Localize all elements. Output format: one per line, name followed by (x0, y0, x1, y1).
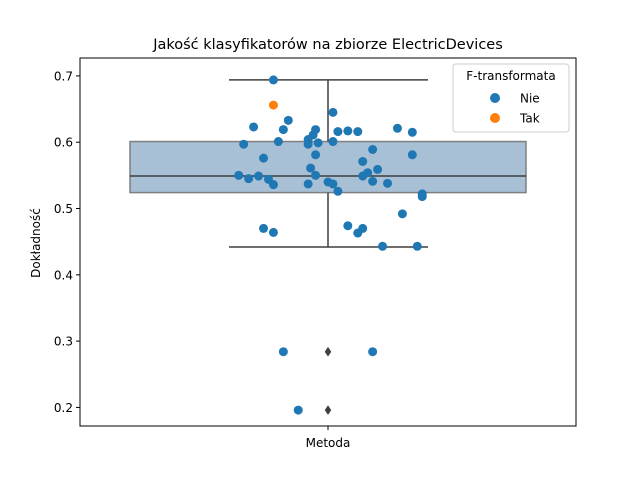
legend-marker (490, 93, 500, 103)
data-point (368, 347, 378, 357)
chart-title: Jakość klasyfikatorów na zbiorze Electri… (152, 37, 503, 53)
data-point (306, 163, 316, 173)
data-point (328, 179, 338, 189)
data-point (328, 107, 338, 117)
data-point (353, 127, 363, 137)
data-point (239, 139, 249, 149)
data-point (358, 156, 368, 166)
legend-frame (452, 63, 570, 133)
y-tick-label: 0.3 (54, 335, 73, 349)
data-point (328, 137, 338, 147)
outlier-marker (324, 405, 332, 416)
data-point (254, 171, 264, 181)
data-point (283, 115, 293, 125)
legend-label: Nie (520, 92, 540, 106)
data-point (311, 170, 321, 180)
legend: F-transformata Nie Tak (452, 63, 570, 133)
data-point (368, 145, 378, 155)
data-point (311, 150, 321, 160)
y-tick-label: 0.2 (54, 401, 73, 415)
data-point (303, 139, 313, 149)
data-point (407, 127, 417, 137)
data-point (234, 170, 244, 180)
data-point (278, 125, 288, 135)
data-point (273, 137, 283, 147)
data-point (343, 221, 353, 231)
data-point (313, 138, 323, 148)
data-point (259, 223, 269, 233)
data-point (303, 179, 313, 189)
data-point (353, 228, 363, 238)
data-point (373, 164, 383, 174)
legend-title: F-transformata (466, 69, 555, 83)
data-point (311, 125, 321, 135)
data-point (392, 123, 402, 133)
data-point (407, 150, 417, 160)
data-point (259, 153, 269, 163)
plot-area: 0.2 0.3 0.4 0.5 0.6 0.7 Metoda (54, 57, 577, 450)
data-point (293, 405, 303, 415)
data-point (383, 178, 393, 188)
data-point (378, 241, 388, 251)
data-point (333, 127, 343, 137)
data-point (368, 176, 378, 186)
y-tick-label: 0.5 (54, 202, 73, 216)
outlier-marker (324, 346, 332, 357)
data-point (249, 122, 259, 132)
data-point (343, 126, 353, 136)
data-point (268, 180, 278, 190)
data-point (412, 241, 422, 251)
y-axis-label: Dokładność (29, 208, 43, 278)
data-point (278, 347, 288, 357)
data-point (268, 100, 278, 110)
data-point (268, 75, 278, 85)
data-point (358, 171, 368, 181)
legend-marker (490, 113, 500, 123)
data-point (244, 174, 254, 184)
data-point (333, 186, 343, 196)
y-tick-label: 0.7 (54, 69, 73, 83)
data-point (397, 209, 407, 219)
y-tick-label: 0.4 (54, 268, 73, 282)
data-point (268, 227, 278, 237)
legend-label: Tak (519, 112, 540, 126)
data-point (417, 192, 427, 202)
x-tick-label: Metoda (306, 436, 351, 450)
y-tick-label: 0.6 (54, 136, 73, 150)
